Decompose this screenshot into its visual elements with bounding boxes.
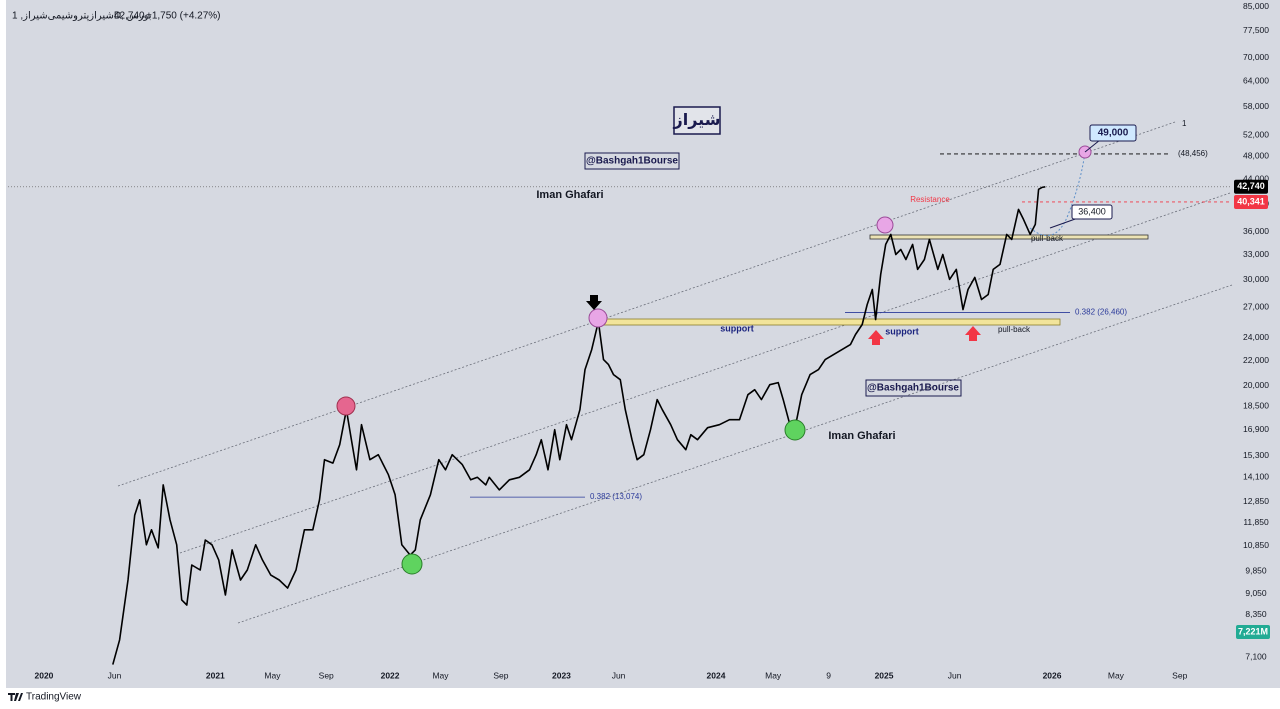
y-tick-label: 7,100 bbox=[1245, 651, 1267, 661]
y-tick-label: 12,850 bbox=[1243, 496, 1269, 506]
y-tick-label: 20,000 bbox=[1243, 380, 1269, 390]
price-badge-text: 40,341 bbox=[1237, 196, 1265, 206]
x-tick-label: 2023 bbox=[552, 670, 571, 680]
price-badge bbox=[1234, 179, 1268, 194]
x-tick-label: 9 bbox=[826, 670, 831, 680]
channel-line bbox=[237, 284, 1233, 624]
callout-pointer bbox=[1084, 139, 1101, 153]
support-text: support bbox=[720, 323, 754, 333]
marker-circle bbox=[336, 396, 356, 416]
callout-pointer bbox=[1049, 217, 1079, 229]
y-tick-label: 22,000 bbox=[1243, 355, 1269, 365]
y-tick-label: 18,500 bbox=[1243, 400, 1269, 410]
y-tick-label: 58,000 bbox=[1243, 101, 1269, 111]
author-text: Iman Ghafari bbox=[536, 189, 603, 201]
x-tick-label: May bbox=[765, 670, 782, 680]
x-tick-label: Jun bbox=[948, 670, 962, 680]
x-tick-label: May bbox=[264, 670, 281, 680]
support-text: support bbox=[885, 326, 919, 336]
x-tick-label: 2020 bbox=[34, 670, 53, 680]
y-tick-label: 52,000 bbox=[1243, 130, 1269, 140]
pullback-text: pull-back bbox=[1031, 234, 1064, 243]
fib-label: 0.382 (13,074) bbox=[590, 492, 642, 501]
overlay: شیراز @Bashgah1Bourse @Bashgah1Bourse Im… bbox=[8, 11, 1270, 703]
title-text: شیراز bbox=[673, 112, 721, 129]
y-tick-label: 15,300 bbox=[1243, 450, 1269, 460]
target-text: 49,000 bbox=[1098, 128, 1129, 139]
price-badge bbox=[1234, 194, 1268, 209]
down-arrow bbox=[586, 295, 602, 310]
x-tick-label: Sep bbox=[1172, 670, 1187, 680]
handle-text: @Bashgah1Bourse bbox=[867, 383, 959, 394]
resistance-text: Resistance bbox=[910, 195, 950, 204]
y-tick-label: 44,000 bbox=[1243, 173, 1269, 183]
x-tick-label: Sep bbox=[319, 670, 334, 680]
price-line bbox=[112, 186, 1046, 665]
y-tick-label: 85,000 bbox=[1243, 1, 1269, 11]
header-change: +1,750 (+4.27%) bbox=[146, 11, 221, 22]
price-axis bbox=[1232, 0, 1280, 688]
pullback-text: pull-back bbox=[998, 325, 1031, 334]
y-tick-label: 11,850 bbox=[1243, 517, 1269, 527]
channel-line bbox=[179, 192, 1231, 554]
drawings: (48,456) 0.382 (26,460) 0.382 (13,074) bbox=[8, 121, 1233, 624]
y-tick-label: 8,350 bbox=[1245, 609, 1267, 619]
y-tick-label: 48,000 bbox=[1243, 151, 1269, 161]
marks bbox=[112, 186, 1046, 665]
up-arrow bbox=[965, 326, 981, 341]
handle-box bbox=[584, 152, 680, 170]
title-box bbox=[673, 106, 721, 135]
marker-circle bbox=[784, 419, 806, 441]
y-tick-label: 14,100 bbox=[1243, 472, 1269, 482]
x-tick-label: 2025 bbox=[875, 670, 894, 680]
y-tick-label: 16,900 bbox=[1243, 424, 1269, 434]
y-tick-label: 77,500 bbox=[1243, 25, 1269, 35]
y-tick-label: 64,000 bbox=[1243, 75, 1269, 85]
header-price: 42,740 bbox=[114, 11, 145, 22]
x-tick-label: 2021 bbox=[206, 670, 225, 680]
level-box bbox=[1071, 204, 1113, 220]
up-arrow bbox=[868, 330, 884, 345]
x-tick-label: Jun bbox=[108, 670, 122, 680]
y-tick-label: 24,000 bbox=[1243, 332, 1269, 342]
volume-badge bbox=[1236, 625, 1270, 639]
x-tick-label: May bbox=[1108, 670, 1125, 680]
y-tick-label: 33,000 bbox=[1243, 249, 1269, 259]
price-badge-text: 42,740 bbox=[1237, 181, 1265, 191]
channel-label: 1 bbox=[1182, 119, 1187, 128]
plot-area bbox=[6, 0, 1232, 668]
handle-box bbox=[865, 379, 962, 397]
y-tick-label: 9,050 bbox=[1245, 588, 1267, 598]
x-tick-label: Sep bbox=[493, 670, 508, 680]
fib-label: 0.382 (26,460) bbox=[1075, 308, 1127, 317]
level-text: 36,400 bbox=[1078, 206, 1106, 216]
x-tick-label: 2024 bbox=[707, 670, 726, 680]
target-line-label: (48,456) bbox=[1178, 149, 1208, 158]
header-symbol: 1 ,شیراز‌پتروشیمی‌شیرازD, بورس bbox=[12, 11, 152, 22]
handle-text: @Bashgah1Bourse bbox=[586, 156, 678, 167]
y-tick-label: 27,000 bbox=[1243, 301, 1269, 311]
projection-path bbox=[1029, 151, 1086, 237]
y-tick-label: 30,000 bbox=[1243, 274, 1269, 284]
y-tick-label: 10,850 bbox=[1243, 540, 1269, 550]
y-tick-label: 9,850 bbox=[1245, 566, 1267, 576]
y-tick-label: 36,000 bbox=[1243, 226, 1269, 236]
x-tick-label: 2026 bbox=[1043, 670, 1062, 680]
watermark: TradingView bbox=[26, 692, 82, 703]
target-box bbox=[1089, 124, 1137, 142]
marker-circle bbox=[588, 308, 608, 328]
support-zone bbox=[597, 318, 1061, 326]
marker-circle bbox=[401, 553, 423, 575]
x-tick-label: May bbox=[432, 670, 449, 680]
volume-badge-text: 7,221M bbox=[1238, 626, 1268, 636]
logo-icon bbox=[8, 693, 23, 701]
time-axis bbox=[6, 668, 1232, 688]
marker-circle bbox=[876, 216, 894, 234]
x-tick-label: 2022 bbox=[381, 670, 400, 680]
x-tick-label: Jun bbox=[612, 670, 626, 680]
author-text: Iman Ghafari bbox=[828, 430, 895, 442]
y-tick-label: 70,000 bbox=[1243, 52, 1269, 62]
